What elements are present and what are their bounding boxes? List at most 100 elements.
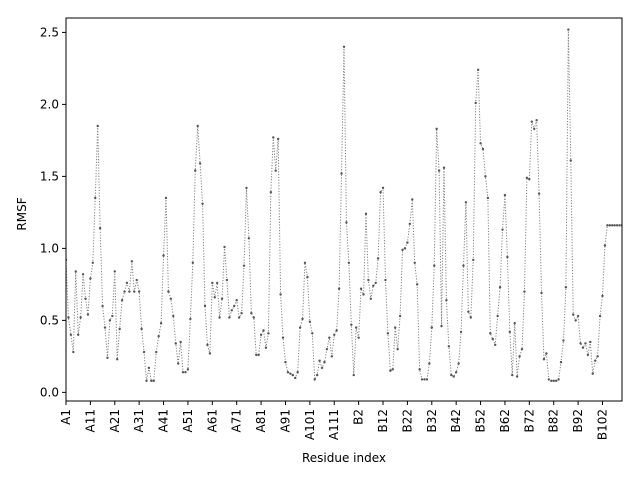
data-point [615,224,619,227]
x-tick-label: A101 [303,409,317,440]
data-point [545,352,548,355]
x-tick-label: B32 [425,409,439,433]
data-point [306,275,309,279]
data-point [250,311,253,315]
data-point [213,296,216,299]
data-point [240,311,243,315]
axes: 0.0 0.5 1.0 1.5 2.0 2.5 A1 A11 A21 A31 A41 A51 A61 A7… [40,17,623,440]
data-point [364,212,368,216]
data-point [252,316,255,319]
data-point [433,264,436,267]
data-point [206,343,209,347]
x-tick-label: A51 [181,409,195,432]
data-point [515,375,519,378]
data-point [74,270,77,273]
data-point [255,353,258,357]
data-point [111,314,114,318]
data-point [420,378,424,381]
data-point [86,313,90,316]
data-point [230,309,234,312]
data-point [262,329,265,332]
data-point [352,373,355,377]
data-point [220,297,224,300]
data-point [362,293,365,296]
data-point [501,228,504,231]
data-point [596,355,599,358]
data-point [237,316,241,319]
data-point [140,327,143,331]
data-point [476,68,480,72]
data-point [120,299,124,302]
data-point [406,241,409,244]
data-point [164,196,168,200]
data-point [472,258,475,262]
data-point [593,359,597,362]
data-point [286,371,290,374]
data-point [484,175,487,178]
data-point [101,304,104,308]
data-point [608,224,612,227]
data-point [318,359,321,362]
data-point [496,314,499,318]
data-point [435,127,438,131]
data-point [155,350,158,354]
data-point [359,287,363,290]
data-point [89,277,92,280]
data-point [486,196,490,200]
data-point [298,326,302,329]
data-point [211,281,214,285]
data-point [176,362,180,365]
data-point [557,378,560,381]
rmsf-line [66,29,622,382]
x-tick-label: A91 [278,409,292,432]
data-point [613,224,616,227]
data-point [454,371,458,374]
data-point [574,319,577,322]
data-point [569,159,572,162]
data-point [423,378,426,381]
data-point [169,297,173,300]
x-tick-label: A61 [205,409,219,432]
data-point [350,323,353,326]
data-point [76,333,80,336]
x-tick-label: A41 [157,409,171,432]
data-point [445,299,448,302]
data-point [533,127,536,131]
data-point [172,314,175,318]
data-point [289,372,292,375]
x-tick-label: B92 [571,409,585,433]
data-point [142,350,146,354]
data-point [186,368,190,371]
x-tick-label: B52 [474,409,488,433]
data-point [547,378,551,381]
data-point [347,261,351,264]
data-point [403,247,407,250]
data-point [369,297,373,300]
data-point [135,278,138,282]
x-tick-label: B102 [595,409,609,440]
x-tick-label: B82 [547,409,561,433]
data-point [159,322,163,325]
data-point [137,290,141,293]
data-point [586,353,590,357]
data-point [452,375,455,378]
data-point [554,379,558,383]
data-point [503,193,507,197]
data-point [376,257,380,260]
data-point [247,237,251,240]
data-point [479,142,482,145]
data-point [598,314,602,318]
data-point [330,355,334,358]
data-point [398,314,402,318]
x-tick-label: B2 [352,409,366,425]
data-point [106,356,109,359]
x-tick-label: A21 [108,409,122,432]
data-point [394,326,397,329]
data-point [447,345,451,348]
data-point [179,340,182,344]
data-point [618,224,621,227]
data-point [567,28,570,31]
y-tick-label: 0.5 [40,313,59,327]
data-point [391,368,394,371]
